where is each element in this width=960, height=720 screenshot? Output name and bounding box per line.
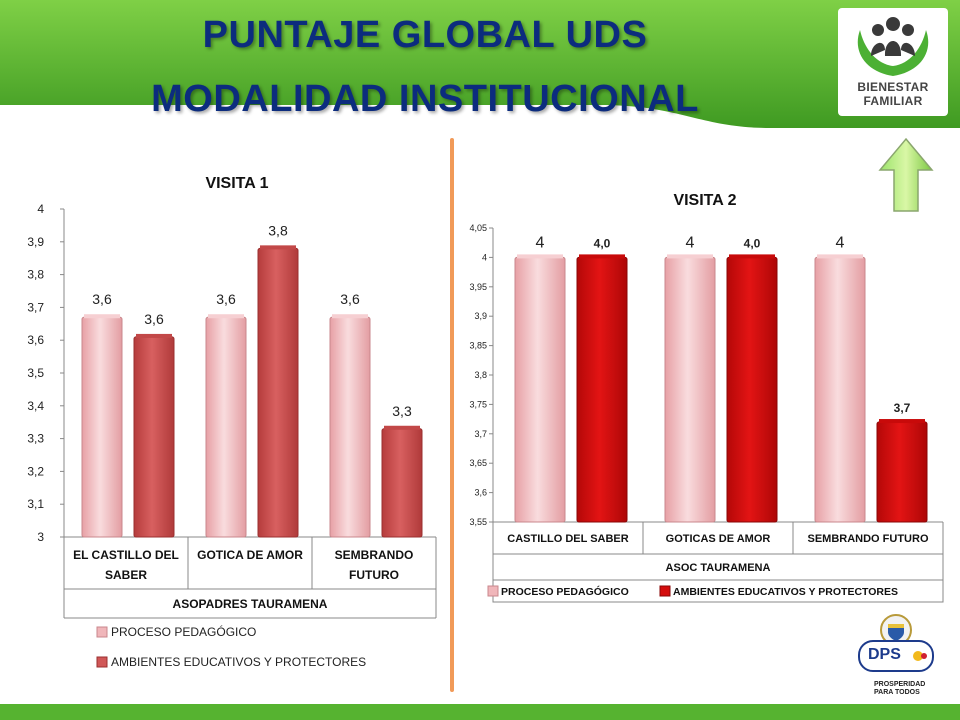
chart1-bar <box>205 316 247 538</box>
chart2-category-label: SEMBRANDO FUTURO <box>808 533 929 545</box>
chart1-y-tick-label: 4 <box>37 202 44 216</box>
chart2-legend-label: PROCESO PEDAGÓGICO <box>501 585 629 598</box>
chart1-bar-cap <box>136 333 172 338</box>
chart2-category-frame <box>492 521 944 581</box>
family-hands-icon <box>857 17 929 76</box>
chart2-legend-swatch <box>659 585 671 597</box>
chart1-title: VISITA 1 <box>205 175 268 192</box>
chart2-title: VISITA 2 <box>673 192 736 209</box>
prosperidad-text-line1: PROSPERIDAD <box>874 681 926 688</box>
chart2-y-tick-label: 4 <box>482 252 487 262</box>
footer-bar <box>0 704 960 720</box>
chart1-bar <box>133 336 175 538</box>
chart1-data-label: 3,6 <box>92 291 112 307</box>
chart2-bar <box>576 256 628 523</box>
chart1-y-tick-label: 3,5 <box>27 366 44 380</box>
title-line-2: MODALIDAD INSTITUCIONAL <box>151 78 699 120</box>
chart2-data-label: 4 <box>836 234 845 251</box>
chart2-data-label: 4 <box>686 234 695 251</box>
logo-text-familiar: FAMILIAR <box>863 94 923 108</box>
chart2-y-tick-label: 3,6 <box>474 488 487 498</box>
chart2-category-label: CASTILLO DEL SABER <box>507 533 628 545</box>
chart2-data-label: 4,0 <box>594 236 611 250</box>
chart1-y-tick-label: 3,2 <box>27 464 44 478</box>
chart1-data-label: 3,8 <box>268 222 288 238</box>
chart1-bar-cap <box>260 245 296 250</box>
logo-text-bienestar: BIENESTAR <box>857 80 929 94</box>
chart2-bar-cap <box>517 254 563 259</box>
chart1-bar-cap <box>208 314 244 319</box>
chart2-y-tick-label: 3,75 <box>469 399 487 409</box>
chart1-category-label: SEMBRANDO <box>335 548 414 562</box>
chart1-bar <box>329 316 371 538</box>
chart1-y-tick-label: 3 <box>37 530 44 544</box>
chart2-bar-cap <box>817 254 863 259</box>
chart1-y-tick-label: 3,6 <box>27 333 44 347</box>
chart2-y-tick-label: 3,85 <box>469 341 487 351</box>
chart1-y-tick-label: 3,4 <box>27 399 44 413</box>
dps-logo <box>858 640 934 672</box>
chart1-bar-cap <box>332 314 368 319</box>
chart1-legend-label: AMBIENTES EDUCATIVOS Y PROTECTORES <box>111 655 366 669</box>
chart2-bar <box>876 421 928 523</box>
bienestar-familiar-logo: BIENESTAR FAMILIAR <box>838 8 948 116</box>
chart1-y-tick-label: 3,9 <box>27 235 44 249</box>
chart1-y-tick-label: 3,8 <box>27 268 44 282</box>
chart1-y-tick-label: 3,1 <box>27 497 44 511</box>
title-line-1: PUNTAJE GLOBAL UDS <box>202 14 648 56</box>
chart-visita-2: VISITA 2 3,55 3,6 3,65 3,7 3,75 3,8 3,85 3,9 3,95… <box>469 192 944 603</box>
chart2-y-tick-label: 3,8 <box>474 370 487 380</box>
colombia-seal-icon <box>880 614 912 646</box>
chart-visita-1: VISITA 1 3 3,1 3,2 3,3 3,4 3,5 3,6 3,7 3,8 3,9 4 EL … <box>27 175 437 669</box>
chart1-category-label: FUTURO <box>349 568 399 582</box>
chart1-category-frame <box>63 536 437 619</box>
chart2-bar <box>664 256 716 523</box>
chart2-y-tick-label: 3,55 <box>469 517 487 527</box>
chart2-category-label: GOTICAS DE AMOR <box>666 533 771 545</box>
chart1-bar <box>381 428 423 538</box>
chart1-group-label: ASOPADRES TAURAMENA <box>173 597 328 611</box>
chart1-legend-swatch <box>96 626 108 638</box>
chart1-data-label: 3,3 <box>392 403 412 419</box>
chart2-y-tick-label: 4,05 <box>469 223 487 233</box>
chart2-bar-cap <box>579 254 625 259</box>
up-arrow-icon <box>878 137 934 212</box>
chart1-y-tick-label: 3,7 <box>27 300 44 314</box>
chart2-data-label: 4,0 <box>744 236 761 250</box>
chart1-category-label: SABER <box>105 568 147 582</box>
chart2-bar <box>814 256 866 523</box>
chart2-data-label: 4 <box>536 234 545 251</box>
chart1-legend-swatch <box>96 656 108 668</box>
chart1-bar <box>257 247 299 538</box>
chart2-y-tick-label: 3,7 <box>474 429 487 439</box>
chart2-group-label: ASOC TAURAMENA <box>666 562 771 574</box>
chart1-y-tick-label: 3,3 <box>27 432 44 446</box>
chart2-bar <box>514 256 566 523</box>
chart2-legend-swatch <box>487 585 499 597</box>
chart2-bar <box>726 256 778 523</box>
prosperidad-text-line2: PARA TODOS <box>874 689 920 696</box>
chart2-data-label: 3,7 <box>894 401 911 415</box>
chart2-y-tick-label: 3,65 <box>469 458 487 468</box>
chart1-category-label: EL CASTILLO DEL <box>73 548 179 562</box>
chart1-data-label: 3,6 <box>144 311 164 327</box>
chart2-legend-label: AMBIENTES EDUCATIVOS Y PROTECTORES <box>673 586 898 598</box>
chart1-data-label: 3,6 <box>340 291 360 307</box>
chart2-bar-cap <box>879 419 925 424</box>
chart2-y-tick-label: 3,95 <box>469 282 487 292</box>
chart1-bar <box>81 316 123 538</box>
chart2-bar-cap <box>729 254 775 259</box>
chart1-category-label: GOTICA DE AMOR <box>197 548 303 562</box>
vertical-divider <box>450 138 454 692</box>
chart1-bar-cap <box>84 314 120 319</box>
chart2-y-tick-label: 3,9 <box>474 311 487 321</box>
chart1-legend-label: PROCESO PEDAGÓGICO <box>111 624 256 639</box>
chart1-data-label: 3,6 <box>216 291 236 307</box>
dps-logo-text: DPS <box>868 646 901 663</box>
chart1-bar-cap <box>384 425 420 430</box>
header-banner <box>0 0 960 128</box>
chart2-bar-cap <box>667 254 713 259</box>
